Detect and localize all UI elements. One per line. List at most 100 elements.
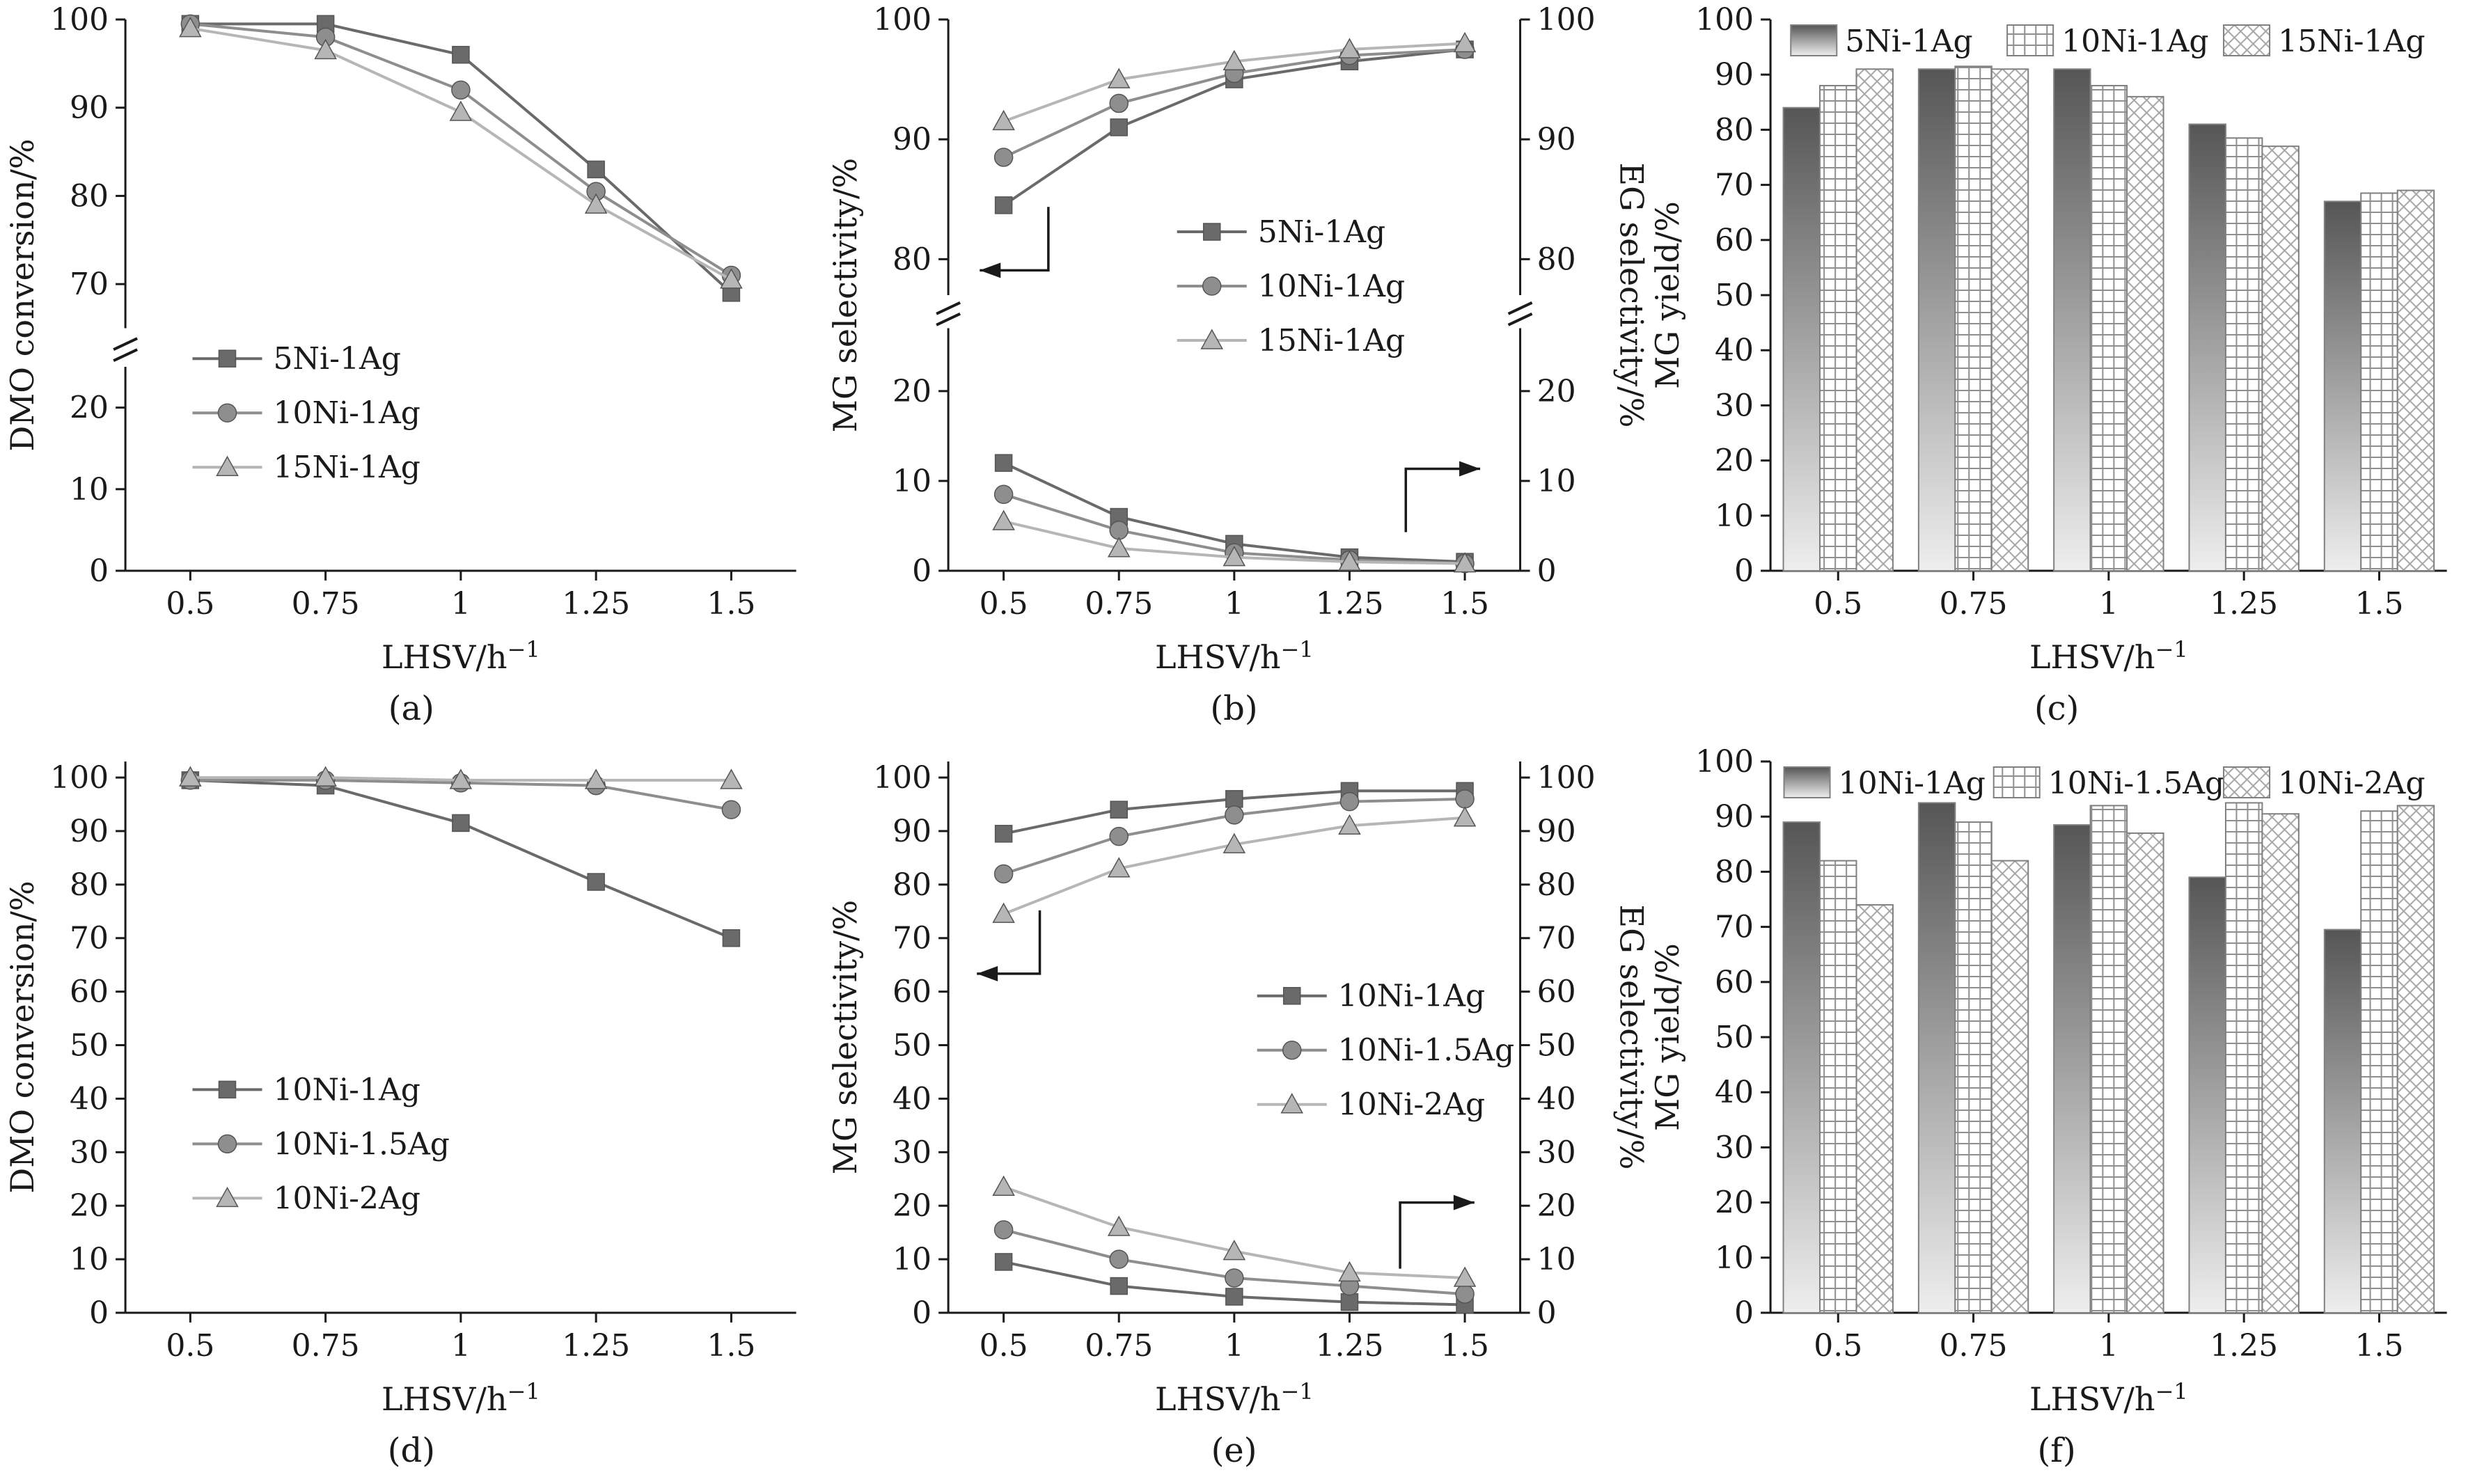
y-tick-label: 90 (1715, 799, 1754, 835)
panel-f: 0 10 20 30 40 50 60 70 80 90 100 0.5 0.75 1 1.25 1.5 LHS… (1645, 742, 2468, 1484)
arrow-head (1459, 461, 1480, 477)
marker-triangle (1337, 1261, 1361, 1282)
y-tick-label: 90 (70, 814, 109, 849)
y-tick-label: 80 (893, 867, 932, 903)
marker-triangle (1337, 38, 1361, 58)
caption-b: (b) (1210, 689, 1258, 728)
y-tick-label: 70 (1715, 168, 1754, 203)
x-tick-label: 1.25 (562, 586, 630, 622)
x-axis-title: LHSV/h−1 (2029, 636, 2188, 676)
marker-triangle (1200, 329, 1223, 349)
marker-triangle (216, 455, 239, 476)
y-axis-left: 0 10 20 30 40 50 60 70 80 90 100 (50, 760, 127, 1331)
x-axis-title: LHSV/h−1 (382, 636, 540, 676)
plot-area: 0 10 20 30 40 50 60 70 80 90 100 0 10 20 30 40 50 60 70 80 9… (826, 760, 1646, 1418)
plot-area: 0 10 20 30 40 50 60 70 80 90 100 0.5 0.75 1 1.25 1.5 LHS… (1649, 744, 2447, 1418)
bar-10Ni-1Ag (2089, 85, 2128, 572)
x-tick-label: 0.5 (979, 586, 1028, 622)
x-tick-label: 0.75 (1085, 1328, 1153, 1364)
y-tick-label: 50 (1536, 1028, 1575, 1064)
bar-10Ni-2Ag (2126, 832, 2164, 1313)
x-tick-label: 1.25 (2210, 586, 2279, 622)
bar-15Ni-1Ag (2126, 95, 2164, 571)
legend-label: 10Ni-1.5Ag (274, 1126, 450, 1162)
y-tick-label: 90 (70, 90, 109, 126)
y-tick-label: 30 (893, 1135, 932, 1170)
x-tick-label: 0.75 (1940, 1328, 2008, 1364)
legend-label: 5Ni-1Ag (274, 341, 401, 377)
x-tick-label: 1 (451, 586, 471, 622)
x-tick-label: 1.5 (1440, 586, 1489, 622)
x-tick-label: 1.5 (707, 586, 755, 622)
y-tick-label: 0 (912, 553, 932, 589)
y-tick-label: 40 (1715, 333, 1754, 368)
marker-triangle (1223, 832, 1245, 853)
legend-label: 5Ni-1Ag (1846, 24, 1973, 59)
bar-5Ni-1Ag (2188, 123, 2227, 572)
y-tick-label: 80 (1715, 854, 1754, 890)
marker-circle (993, 1220, 1014, 1240)
x-ticks: 0.5 0.75 1 1.25 1.5 (166, 1313, 755, 1364)
axis-break-mark (1507, 301, 1533, 315)
marker-triangle (216, 1186, 239, 1208)
legend-label: 10Ni-1.5Ag (1337, 1033, 1514, 1068)
marker-square (452, 814, 470, 832)
bar-15Ni-1Ag (1991, 68, 2029, 571)
marker-circle (1109, 93, 1129, 113)
x-axis-title: LHSV/h−1 (1155, 636, 1314, 676)
x-tick-label: 1 (451, 1328, 471, 1364)
y-tick-label: 10 (70, 472, 109, 507)
bar-15Ni-1Ag (2261, 145, 2300, 572)
chart-mg-eg-selectivity-e: 0 10 20 30 40 50 60 70 80 90 100 0 10 20 30 40 50 60 70 80 9… (826, 760, 1646, 1418)
marker-circle (721, 800, 741, 819)
x-tick-label: 1.5 (1440, 1328, 1489, 1364)
y-tick-label: 20 (1536, 374, 1575, 409)
legend-label: 10Ni-1Ag (2062, 24, 2209, 59)
y-tick-label: 80 (1715, 112, 1754, 148)
bar-10Ni-1Ag (2360, 192, 2399, 572)
marker-square (1202, 223, 1221, 241)
marker-circle (1282, 1040, 1302, 1060)
y-tick-label: 70 (1715, 910, 1754, 945)
marker-triangle (1453, 1266, 1477, 1287)
x-ticks: 0.5 0.75 1 1.25 1.5 (979, 571, 1489, 622)
axis-break-mark (113, 348, 138, 363)
marker-triangle (1107, 537, 1131, 558)
y-tick-label: 20 (1536, 1188, 1575, 1224)
x-tick-label: 1.25 (1315, 1328, 1383, 1364)
marker-circle (1202, 276, 1222, 296)
legend-label: 10Ni-1Ag (1337, 979, 1484, 1014)
legend-label: 5Ni-1Ag (1257, 214, 1385, 250)
axis-indicator-arrow (1398, 1201, 1475, 1269)
marker-square (1110, 800, 1128, 819)
axis-indicator-arrow (1404, 467, 1480, 532)
y-tick-label: 90 (893, 122, 932, 157)
legend-label: 10Ni-2Ag (274, 1181, 420, 1216)
marker-triangle (314, 38, 337, 60)
bar-5Ni-1Ag (1918, 68, 1956, 571)
y-tick-label: 10 (1715, 498, 1754, 534)
y-tick-label: 50 (893, 1028, 932, 1064)
axis-break-mark (935, 301, 961, 315)
marker-triangle (1453, 31, 1477, 53)
bar-10Ni-2Ag (1855, 903, 1894, 1314)
marker-triangle (720, 768, 743, 789)
marker-square (994, 196, 1013, 214)
y-tick-label: 30 (1536, 1135, 1575, 1170)
y-axis-title: MG selectivity/% (826, 158, 864, 432)
axis-break-mark (113, 337, 138, 352)
marker-triangle (1337, 550, 1361, 571)
y-tick-label: 80 (70, 867, 109, 903)
legend-swatch (1993, 766, 2041, 798)
chart-dmo-conversion-a: 0 10 20 70 80 90 100 0.5 0.75 1 1.25 1.5 LHSV/h−1 DMO… (3, 2, 796, 676)
bar-10Ni-2Ag (2261, 813, 2300, 1314)
y-tick-label: 10 (893, 1242, 932, 1277)
marker-circle (217, 403, 237, 423)
marker-triangle (991, 109, 1015, 131)
y-tick-label: 100 (1536, 760, 1595, 796)
bar-10Ni-1Ag (1918, 802, 1956, 1313)
marker-circle (993, 484, 1014, 505)
bar-15Ni-1Ag (2397, 189, 2435, 571)
y-tick-label: 30 (1715, 1130, 1754, 1165)
